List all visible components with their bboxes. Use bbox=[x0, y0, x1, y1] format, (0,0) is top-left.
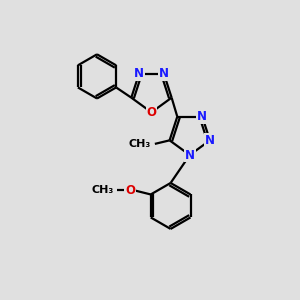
Text: N: N bbox=[159, 68, 169, 80]
Text: N: N bbox=[134, 68, 144, 80]
Text: O: O bbox=[146, 106, 157, 119]
Text: O: O bbox=[125, 184, 135, 196]
Text: CH₃: CH₃ bbox=[92, 185, 114, 195]
Text: CH₃: CH₃ bbox=[128, 139, 150, 149]
Text: N: N bbox=[197, 110, 207, 123]
Text: N: N bbox=[185, 148, 195, 161]
Text: N: N bbox=[205, 134, 215, 147]
